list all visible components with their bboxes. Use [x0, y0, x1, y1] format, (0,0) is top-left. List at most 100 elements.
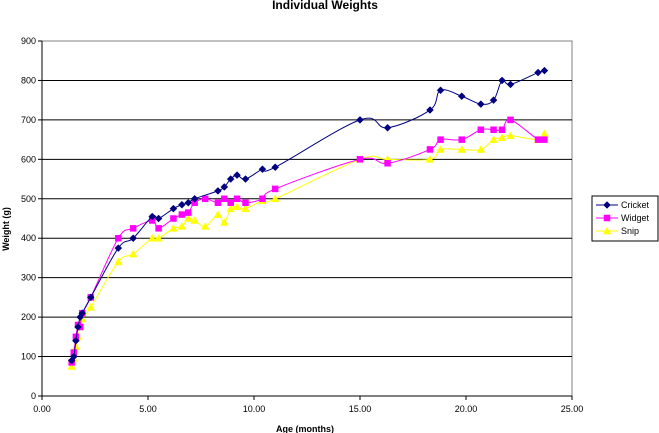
legend: Cricket Widget Snip: [591, 195, 659, 242]
data-point-snip: [232, 202, 242, 210]
legend-label-widget: Widget: [621, 213, 650, 223]
data-point-widget: [115, 234, 122, 242]
x-tick-label: 5.00: [139, 404, 157, 414]
data-point-cricket: [78, 309, 87, 318]
data-point-cricket: [457, 92, 466, 101]
data-point-widget: [498, 126, 506, 133]
data-point-cricket: [184, 198, 193, 207]
data-point-cricket: [383, 123, 392, 132]
legend-marker-snip: [602, 226, 612, 235]
data-point-widget: [233, 195, 241, 203]
data-point-cricket: [129, 234, 138, 243]
data-point-snip: [226, 204, 235, 212]
data-point-cricket: [241, 175, 250, 183]
data-point-widget: [221, 195, 228, 203]
y-tick-label: 900: [21, 36, 36, 46]
x-tick-label: 15.00: [349, 404, 372, 414]
data-point-widget: [185, 209, 192, 216]
legend-marker-cricket: [603, 201, 611, 209]
chart-title: Individual Weights: [272, 0, 378, 12]
data-point-cricket: [426, 106, 434, 114]
data-point-snip: [169, 224, 178, 232]
data-point-snip: [184, 214, 193, 222]
data-point-snip: [154, 233, 163, 242]
legend-item-cricket: Cricket: [596, 200, 650, 210]
data-point-cricket: [72, 336, 80, 345]
legend-marker-widget: [603, 214, 611, 222]
data-point-cricket: [220, 183, 229, 191]
data-point-widget: [214, 199, 222, 206]
data-point-widget: [477, 126, 485, 133]
data-point-snip: [476, 145, 486, 153]
data-point-snip: [201, 222, 210, 230]
x-tick-label: 0.00: [33, 404, 51, 414]
x-tick-label: 25.00: [561, 404, 584, 414]
data-point-cricket: [476, 100, 485, 108]
data-point-cricket: [226, 175, 235, 183]
legend-label-cricket: Cricket: [621, 200, 650, 210]
plot-area: [41, 40, 573, 397]
data-point-snip: [213, 210, 223, 218]
data-point-snip: [190, 216, 199, 224]
data-point-widget: [259, 195, 266, 203]
data-point-snip: [114, 257, 123, 266]
y-tick-label: 300: [21, 273, 36, 283]
data-point-widget: [384, 160, 391, 167]
data-point-snip: [128, 249, 138, 258]
data-point-cricket: [534, 68, 542, 77]
data-point-cricket: [214, 187, 222, 195]
data-point-snip: [436, 145, 445, 153]
data-point-widget: [170, 215, 177, 222]
data-point-widget: [155, 225, 162, 232]
data-point-cricket: [154, 214, 163, 223]
x-axis-title: Age (months): [276, 424, 334, 433]
y-tick-label: 200: [21, 312, 36, 322]
series-layer: [67, 66, 549, 370]
data-point-snip: [220, 218, 229, 226]
data-point-cricket: [178, 200, 186, 209]
data-point-snip: [506, 131, 515, 139]
data-point-cricket: [356, 116, 364, 124]
data-point-snip: [270, 194, 280, 203]
data-point-widget: [242, 199, 249, 206]
data-point-widget: [541, 136, 548, 143]
data-point-snip: [241, 204, 250, 212]
y-tick-label: 700: [21, 115, 36, 125]
legend-item-widget: Widget: [596, 213, 650, 223]
x-tick-label: 20.00: [455, 404, 478, 414]
series-cricket: [67, 66, 549, 365]
data-point-widget: [201, 195, 209, 203]
y-axis-title: Weight (g): [1, 207, 11, 251]
data-point-cricket: [498, 76, 506, 85]
y-tick-label: 400: [21, 233, 36, 243]
data-point-cricket: [114, 244, 123, 252]
data-point-widget: [271, 185, 279, 193]
x-tick-label: 10.00: [243, 404, 266, 414]
data-point-snip: [177, 222, 187, 230]
y-tick-label: 0: [31, 391, 36, 401]
data-point-snip: [67, 362, 76, 370]
legend-label-snip: Snip: [621, 226, 639, 236]
data-point-cricket: [190, 194, 199, 203]
data-point-widget: [129, 225, 137, 232]
y-tick-label: 600: [21, 154, 36, 164]
data-point-widget: [458, 136, 466, 143]
y-tick-label: 500: [21, 194, 36, 204]
data-point-cricket: [506, 80, 515, 89]
data-point-cricket: [169, 204, 178, 213]
axes: 0 100 200 300 400 500 600 700 800 900 0.00 5.00 10.0…: [21, 36, 583, 414]
data-point-snip: [489, 135, 498, 143]
y-tick-label: 100: [21, 352, 36, 362]
y-tick-label: 800: [21, 75, 36, 85]
data-point-snip: [86, 302, 95, 311]
data-point-cricket: [540, 66, 549, 75]
legend-item-snip: Snip: [596, 226, 639, 236]
data-point-cricket: [436, 86, 445, 95]
data-point-cricket: [69, 352, 78, 361]
data-point-cricket: [148, 212, 157, 221]
data-point-snip: [497, 133, 507, 141]
data-point-snip: [425, 155, 435, 163]
data-point-widget: [356, 156, 364, 163]
data-point-widget: [227, 199, 234, 206]
